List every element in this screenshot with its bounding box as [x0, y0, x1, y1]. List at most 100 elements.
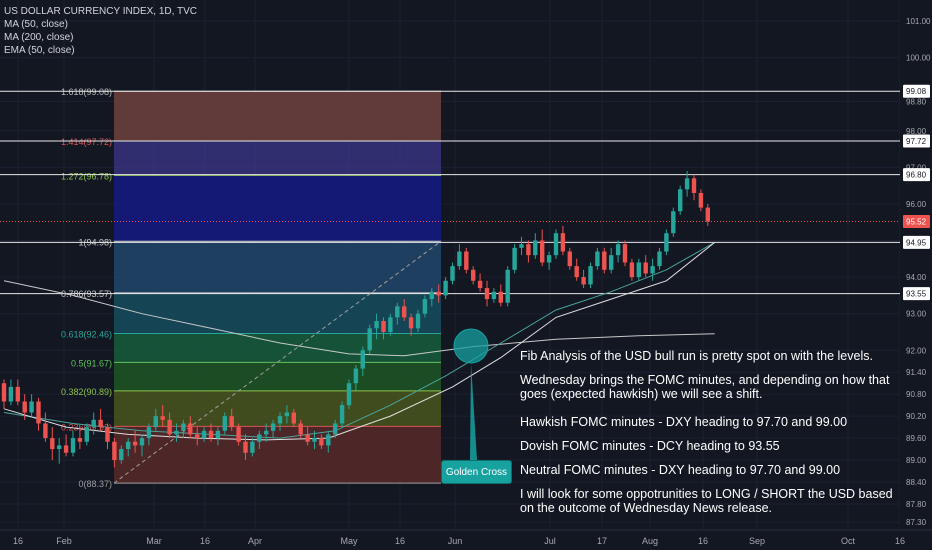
candle-body [388, 317, 393, 332]
candle-body [615, 244, 621, 256]
candle-body [201, 430, 207, 439]
price-tick-label: 97.00 [906, 163, 927, 172]
candle-body [167, 419, 172, 435]
ma50-line [3, 242, 716, 441]
candle-body [270, 423, 276, 431]
level-price-badge [903, 168, 930, 182]
candle-body [629, 262, 635, 278]
candle-body [471, 269, 476, 281]
candle-body [43, 423, 48, 439]
time-axis[interactable]: 16 Feb Mar 16 Apr May 16 Jun Jul 17 Aug 16 Sep Oct 16 [0, 529, 932, 550]
note-paragraph: I will look for some oppotrunities to LO… [520, 487, 893, 515]
golden-cross-circle [453, 328, 489, 364]
candle-body [505, 269, 510, 303]
candle-body [684, 178, 690, 190]
time-tick-label: Apr [248, 536, 262, 546]
candle-body [567, 251, 572, 267]
time-tick-label: Mar [146, 536, 162, 546]
candle-body [374, 321, 379, 329]
candle-body [588, 266, 593, 285]
candle-body [36, 401, 41, 424]
time-tick-label: May [340, 536, 358, 546]
candle-body [609, 255, 614, 270]
level-price-label: 94.95 [906, 238, 927, 247]
candle-body [146, 427, 152, 439]
fib-level-label: 1.618(99.08) [61, 87, 112, 97]
fib-zone [114, 333, 441, 363]
candle-body [63, 445, 69, 453]
candle-body [422, 299, 428, 314]
indicator-ma50[interactable]: MA (50, close) [4, 19, 68, 30]
candle-body [553, 233, 559, 256]
candle-body [395, 306, 400, 318]
price-tick-label: 90.80 [906, 390, 927, 399]
time-tick-label: Jun [448, 536, 463, 546]
candle-body [257, 434, 262, 442]
candle-body [498, 291, 503, 303]
fib-level-label: 0.382(90.89) [61, 387, 112, 397]
callout-pointer [470, 363, 477, 460]
candle-body [50, 438, 55, 450]
time-tick-label: Sep [749, 536, 765, 546]
fib-zone [114, 141, 441, 176]
candle-body [291, 412, 296, 424]
ma200-line [3, 280, 715, 357]
price-tick-label: 98.80 [906, 97, 927, 106]
candle-body [319, 438, 324, 446]
time-tick-label: Aug [642, 536, 658, 546]
fib-zone [114, 426, 441, 484]
current-price-label: 95.52 [906, 217, 927, 226]
candle-body [560, 233, 566, 252]
note-paragraph: Hawkish FOMC minutes - DXY heading to 97… [520, 415, 848, 429]
time-tick-label: 16 [13, 536, 23, 546]
candle-body [643, 262, 648, 274]
price-tick-label: 93.00 [906, 310, 927, 319]
price-tick-label: 91.40 [906, 368, 927, 377]
indicator-ema50[interactable]: EMA (50, close) [4, 45, 75, 56]
candle-body [277, 416, 283, 424]
time-axis-bg [0, 530, 932, 550]
candle-body [367, 328, 372, 351]
candle-body [622, 244, 628, 263]
golden-cross-marker[interactable] [453, 328, 489, 460]
fib-level-label: 1.414(97.72) [61, 137, 112, 147]
candle-body [126, 441, 131, 450]
candle-body [77, 438, 83, 442]
price-tick-label: 101.00 [906, 17, 931, 26]
price-axis[interactable]: 101.00100.0098.8098.0097.0096.0095.0094.… [900, 0, 932, 550]
candle-body [353, 368, 359, 384]
candle-body [477, 280, 483, 289]
candle-body [595, 251, 600, 267]
candle-body [526, 244, 531, 256]
candle-body [305, 434, 310, 442]
time-tick-label: Feb [56, 536, 72, 546]
analysis-note[interactable]: Fib Analysis of the USD bull run is pret… [520, 349, 900, 525]
time-tick-label: 16 [200, 536, 210, 546]
horizontal-levels[interactable] [0, 90, 900, 295]
candle-body [636, 262, 641, 278]
fib-level-label: 0(88.37) [78, 479, 112, 489]
symbol-title[interactable]: US DOLLAR CURRENCY INDEX, 1D, TVC [4, 6, 198, 17]
candle-body [443, 280, 448, 296]
candle-body [132, 441, 138, 446]
candle-body [229, 416, 234, 428]
candle-body [540, 240, 545, 263]
level-price-badge [903, 287, 930, 301]
level-price-badge [903, 84, 930, 98]
ema50-line [3, 241, 715, 439]
candle-body [188, 423, 193, 435]
candle-body [181, 423, 186, 431]
candle-body [174, 430, 179, 435]
candle-body [546, 255, 552, 263]
candle-body [436, 291, 441, 296]
candle-body [98, 419, 103, 428]
trend-line[interactable] [113, 240, 442, 484]
candle-body [57, 445, 62, 450]
fib-retracement[interactable]: 1.618(99.08)1.414(97.72)1.272(96.78)1(94… [61, 87, 441, 489]
level-price-label: 97.72 [906, 137, 927, 146]
golden-cross-callout[interactable]: Golden Cross [441, 460, 512, 484]
indicator-ma200[interactable]: MA (200, close) [4, 32, 74, 43]
candle-body [298, 423, 303, 435]
candle-body [346, 383, 352, 406]
